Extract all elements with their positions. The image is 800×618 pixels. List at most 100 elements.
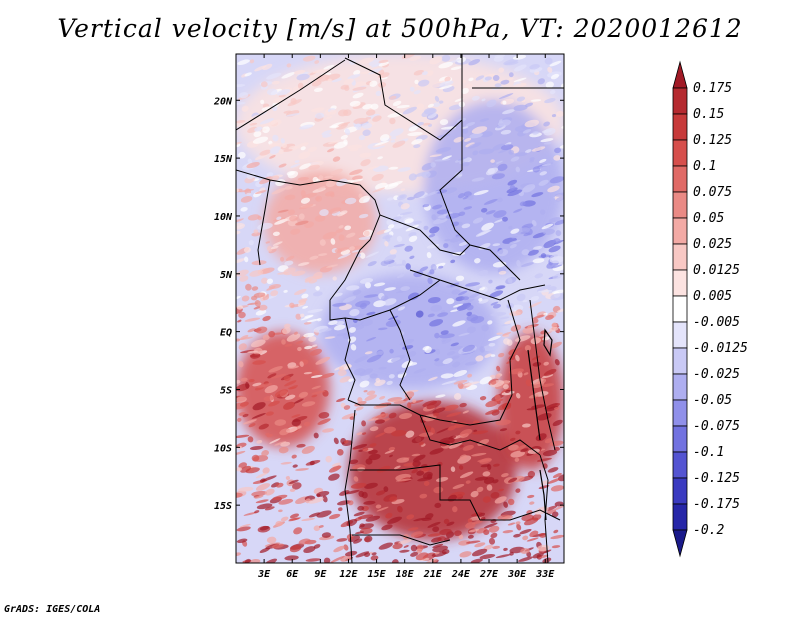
y-tick-label: 15N: [214, 154, 233, 165]
field-speckle-cell: [300, 313, 305, 318]
field-speckle-cell: [292, 482, 302, 490]
field-speckle-cell: [337, 448, 344, 456]
field-speckle-cell: [348, 500, 354, 506]
field-speckle-cell: [353, 538, 363, 544]
field-speckle-cell: [287, 426, 302, 433]
field-speckle-cell: [461, 296, 470, 301]
field-speckle-cell: [389, 249, 397, 255]
colorbar-swatch: [672, 321, 688, 349]
field-speckle-cell: [486, 99, 497, 108]
field-speckle-cell: [431, 214, 437, 221]
field-speckle-cell: [401, 259, 407, 267]
field-speckle-cell: [459, 551, 472, 558]
field-speckle-cell: [521, 262, 534, 267]
field-speckle-cell: [332, 302, 347, 307]
field-speckle-cell: [236, 434, 250, 439]
field-speckle-cell: [552, 289, 564, 294]
field-speckle-cell: [254, 126, 263, 132]
field-speckle-cell: [333, 437, 339, 445]
field-speckle-cell: [486, 484, 493, 491]
field-speckle-cell: [289, 513, 300, 519]
field-speckle-cell: [287, 99, 302, 107]
field-speckle-cell: [330, 168, 343, 176]
field-speckle-cell: [252, 360, 266, 365]
field-speckle-cell: [316, 74, 330, 82]
field-speckle-cell: [344, 128, 351, 136]
field-speckle-cell: [355, 406, 364, 411]
field-speckle-cell: [510, 450, 525, 458]
field-speckle-cell: [461, 223, 471, 229]
field-speckle-cell: [502, 332, 512, 336]
field-speckle-cell: [538, 179, 549, 186]
field-speckle-cell: [336, 247, 349, 252]
field-speckle-cell: [295, 142, 309, 149]
field-speckle-cell: [312, 291, 323, 297]
field-speckle-cell: [349, 169, 363, 176]
field-speckle-cell: [247, 126, 258, 134]
field-speckle-cell: [322, 133, 332, 138]
field-speckle-cell: [389, 496, 398, 502]
field-speckle-cell: [471, 520, 483, 525]
field-speckle-cell: [340, 84, 349, 90]
field-speckle-cell: [349, 246, 355, 251]
field-speckle-cell: [490, 312, 507, 317]
field-speckle-cell: [525, 379, 532, 387]
colorbar-label: -0.0125: [693, 341, 748, 356]
field-speckle-cell: [272, 494, 288, 501]
field-speckle-cell: [509, 243, 517, 249]
chart-title: Vertical velocity [m/s] at 500hPa, VT: 2…: [57, 14, 743, 43]
field-speckle-cell: [236, 492, 243, 498]
field-speckle-cell: [264, 385, 278, 394]
field-speckle-cell: [390, 136, 397, 140]
field-speckle-cell: [467, 142, 482, 149]
field-speckle-cell: [240, 349, 255, 354]
field-region-6: [498, 331, 564, 471]
field-speckle: [236, 54, 564, 563]
field-speckle-cell: [371, 552, 377, 556]
field-speckle-cell: [281, 143, 287, 149]
field-speckle-cell: [323, 64, 335, 70]
field-speckle-cell: [271, 187, 286, 195]
field-speckle-cell: [325, 116, 333, 120]
field-speckle-cell: [365, 458, 373, 465]
field-speckle-cell: [274, 441, 287, 446]
colorbar-swatch: [672, 139, 688, 167]
field-speckle-cell: [307, 318, 320, 323]
field-speckle-cell: [300, 190, 306, 197]
field-speckle-cell: [501, 515, 513, 521]
field-speckle-cell: [498, 119, 511, 127]
field-speckle-cell: [386, 197, 394, 201]
field-speckle-cell: [236, 538, 248, 544]
field-speckle-cell: [286, 63, 292, 68]
field-speckle-cell: [366, 311, 376, 316]
field-speckle-cell: [437, 536, 446, 542]
field-speckle-cell: [254, 190, 267, 195]
field-speckle-cell: [534, 273, 544, 279]
field-speckle-cell: [510, 156, 520, 162]
field-speckle-cell: [465, 83, 473, 89]
field-speckle-cell: [266, 433, 274, 438]
field-speckle-cell: [249, 122, 258, 126]
field-speckle-cell: [315, 285, 320, 291]
field-speckle-cell: [344, 225, 352, 231]
field-speckle-cell: [236, 84, 246, 88]
field-speckle-cell: [293, 69, 306, 75]
field-speckle-cell: [481, 324, 489, 332]
field-speckle-cell: [498, 352, 505, 358]
field-speckle-cell: [284, 194, 296, 201]
colorbar-swatch: [672, 373, 688, 401]
field-speckle-cell: [299, 361, 304, 367]
field-speckle-cell: [285, 113, 300, 117]
field-speckle-cell: [366, 354, 382, 363]
field-speckle-cell: [330, 238, 336, 245]
field-speckle-cell: [249, 59, 255, 64]
field-speckle-cell: [417, 121, 424, 126]
field-speckle-cell: [539, 532, 547, 538]
field-speckle-cell: [352, 289, 362, 295]
field-speckle-cell: [301, 192, 318, 199]
field-speckle-cell: [302, 305, 309, 309]
field-speckle-cell: [260, 81, 268, 88]
field-speckle-cell: [377, 327, 388, 331]
field-speckle-cell: [484, 522, 498, 529]
y-tick-label: 15S: [214, 501, 232, 512]
